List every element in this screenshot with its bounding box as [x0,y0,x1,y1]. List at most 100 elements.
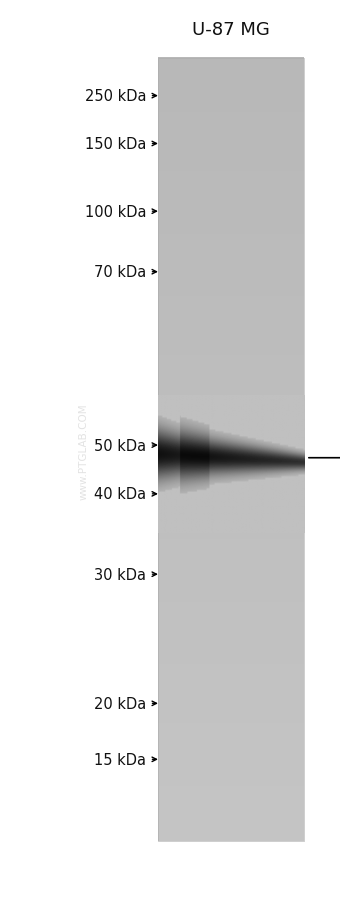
Bar [158,508,304,512]
Bar [158,527,304,532]
Bar [158,394,304,399]
Bar [158,269,304,273]
Text: 15 kDa: 15 kDa [94,752,146,767]
Bar [158,418,304,422]
Bar [158,695,304,700]
Bar [158,284,304,290]
Bar [158,547,304,551]
Bar [158,555,304,559]
Bar [158,629,304,633]
Bar [158,437,304,442]
Bar [158,558,304,563]
Bar [158,660,304,665]
Text: 30 kDa: 30 kDa [94,567,146,582]
Bar [158,363,304,367]
Bar [158,605,304,610]
Bar [158,832,304,837]
Bar [158,132,304,137]
Bar [158,324,304,328]
Bar [158,468,304,474]
Bar [158,113,304,117]
Bar [158,237,304,243]
Bar [158,69,304,74]
Bar [158,578,304,583]
Bar [158,781,304,786]
Bar [158,816,304,821]
Bar [158,679,304,685]
Bar [158,66,304,70]
Bar [158,218,304,223]
Bar [158,347,304,352]
Bar [158,230,304,235]
Bar [158,649,304,653]
Bar [158,401,304,407]
Bar [158,820,304,825]
Bar [158,378,304,383]
Bar [158,570,304,575]
Bar [158,535,304,539]
Bar [158,808,304,814]
Bar [158,731,304,735]
Bar [158,277,304,281]
Bar [158,406,304,410]
Bar [158,594,304,598]
Bar [158,292,304,297]
Bar [158,684,304,688]
Bar [158,448,304,454]
Bar [158,758,304,762]
Bar [158,738,304,743]
Bar [158,124,304,129]
Bar [158,108,304,114]
Bar [158,785,304,790]
Text: U-87 MG: U-87 MG [192,21,270,39]
Bar [158,766,304,770]
Bar [158,242,304,246]
Bar [158,214,304,219]
Bar [158,289,304,293]
Bar [158,496,304,501]
Bar [158,187,304,191]
Bar [158,602,304,606]
Bar [158,354,304,360]
Bar [158,754,304,759]
Bar [158,143,304,149]
Bar [158,245,304,250]
Bar [158,253,304,258]
Bar [158,445,304,449]
Bar [158,492,304,497]
Bar [158,265,304,270]
Bar [158,531,304,536]
Bar [158,97,304,102]
Bar [158,538,304,544]
Bar [158,120,304,125]
Bar [158,183,304,188]
Bar [158,703,304,708]
Bar [158,308,304,313]
Bar [158,836,304,841]
Bar [158,637,304,641]
Bar [158,222,304,226]
Bar [158,652,304,657]
Bar [158,597,304,603]
Bar [158,261,304,266]
Bar [158,257,304,262]
Bar [158,582,304,586]
Bar [158,433,304,437]
Bar [158,148,304,152]
Bar [158,190,304,196]
Bar [158,484,304,489]
Bar [158,136,304,141]
Text: 100 kDa: 100 kDa [85,205,146,219]
Bar [158,366,304,372]
Bar [158,640,304,645]
Bar [158,750,304,755]
Bar [158,656,304,661]
Bar [158,249,304,254]
Bar [158,773,304,778]
Bar [158,359,304,364]
Bar [158,574,304,579]
Bar [158,644,304,649]
Bar [158,476,304,481]
Bar [158,719,304,723]
Bar [158,160,304,164]
